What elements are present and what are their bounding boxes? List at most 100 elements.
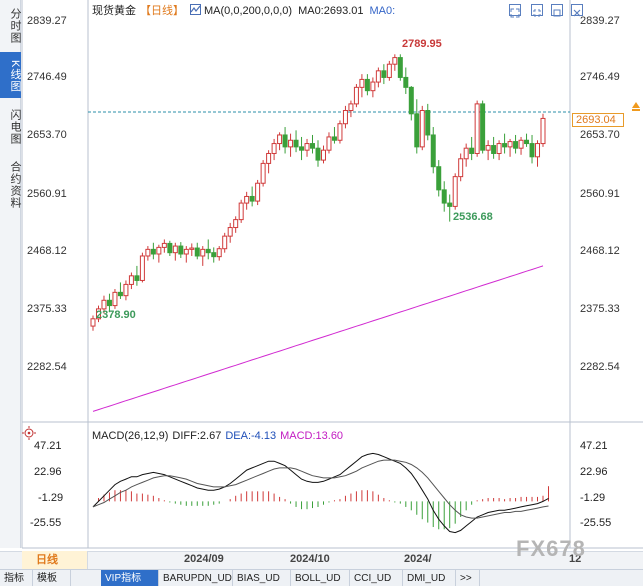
current-price-tag: 2693.04 bbox=[572, 113, 624, 127]
macd-dea: DEA:-4.13 bbox=[225, 430, 277, 442]
tab-cci[interactable]: CCI_UD bbox=[350, 570, 403, 586]
candle-body bbox=[507, 141, 513, 148]
candle-body bbox=[353, 86, 359, 105]
price-tick-left: 2746.49 bbox=[27, 71, 67, 83]
shrink-icon[interactable] bbox=[531, 4, 543, 17]
candle-body bbox=[139, 255, 145, 281]
candle-body bbox=[161, 242, 167, 248]
candle-body bbox=[430, 134, 436, 168]
sidebar-item-kline[interactable]: K线图 bbox=[0, 52, 21, 98]
candle-body bbox=[183, 248, 189, 255]
candle-body bbox=[331, 136, 337, 141]
candle-body bbox=[447, 202, 453, 207]
instrument-name: 现货黄金 bbox=[92, 5, 136, 17]
dea-line bbox=[92, 459, 549, 519]
candle-body bbox=[496, 143, 502, 154]
candle-body bbox=[436, 166, 442, 191]
tab-vip-indicators[interactable]: VIP指标 bbox=[101, 570, 159, 586]
candle-body bbox=[502, 143, 508, 148]
tab-bias[interactable]: BIAS_UD bbox=[233, 570, 291, 586]
price-tick-left: 2560.91 bbox=[27, 188, 67, 200]
candle-body bbox=[524, 139, 530, 145]
price-tick: 2282.54 bbox=[580, 361, 620, 373]
start-annotation: 2378.90 bbox=[96, 309, 136, 321]
candle-body bbox=[255, 182, 261, 202]
candle-body bbox=[156, 246, 162, 255]
macd-tick: -1.29 bbox=[580, 492, 606, 504]
candle-body bbox=[304, 143, 310, 151]
candle-body bbox=[216, 248, 222, 258]
candle-body bbox=[392, 57, 398, 65]
candle-body bbox=[452, 176, 458, 207]
candle-body bbox=[128, 275, 134, 285]
candlestick-series bbox=[90, 54, 546, 331]
macd-tick: 47.21 bbox=[580, 440, 608, 452]
candle-body bbox=[95, 308, 101, 320]
candle-body bbox=[419, 110, 425, 148]
candle-body bbox=[414, 113, 420, 148]
macd-tick-left: 47.21 bbox=[34, 440, 62, 452]
candle-body bbox=[282, 134, 288, 148]
date-tick: 2024/ bbox=[404, 553, 432, 565]
price-tick-left: 2653.70 bbox=[27, 129, 67, 141]
high-annotation: 2789.95 bbox=[402, 38, 442, 50]
candle-body bbox=[320, 149, 326, 161]
dif-line bbox=[92, 452, 549, 534]
price-tick-left: 2282.54 bbox=[27, 361, 67, 373]
candle-body bbox=[227, 227, 233, 237]
candle-body bbox=[266, 152, 272, 164]
tab-indicators[interactable]: 指标 bbox=[0, 570, 33, 586]
ma0-value: MA0:2693.01 bbox=[298, 5, 364, 17]
candle-body bbox=[375, 70, 381, 83]
candle-body bbox=[342, 110, 348, 125]
price-tick: 2468.12 bbox=[580, 245, 620, 257]
candle-body bbox=[189, 247, 195, 250]
close-icon[interactable] bbox=[571, 4, 583, 17]
candle-body bbox=[518, 139, 524, 149]
candle-body bbox=[326, 136, 332, 151]
candle-body bbox=[491, 145, 497, 154]
expand-icon[interactable] bbox=[509, 4, 521, 18]
period-badge[interactable]: 【日线】 bbox=[140, 5, 184, 17]
macd-panel bbox=[92, 452, 549, 534]
candle-body bbox=[145, 248, 151, 257]
macd-settings-icon[interactable] bbox=[22, 426, 36, 440]
tab-more[interactable]: >> bbox=[456, 570, 480, 586]
candle-body bbox=[299, 146, 305, 151]
ma200-path bbox=[92, 265, 544, 412]
restore-icon[interactable] bbox=[551, 4, 563, 17]
candle-body bbox=[364, 78, 370, 92]
price-tick: 2560.91 bbox=[580, 188, 620, 200]
candle-body bbox=[469, 147, 475, 154]
candle-body bbox=[425, 110, 431, 136]
price-tick: 2746.49 bbox=[580, 71, 620, 83]
sidebar-item-contract-info[interactable]: 合约资料 bbox=[9, 160, 21, 209]
tab-boll[interactable]: BOLL_UD bbox=[291, 570, 350, 586]
tab-barupdn[interactable]: BARUPDN_UD bbox=[159, 570, 233, 586]
candle-body bbox=[205, 248, 211, 254]
candle-body bbox=[117, 291, 123, 297]
price-tick: 2839.27 bbox=[580, 15, 620, 27]
period-selector[interactable]: 日线 bbox=[22, 551, 88, 569]
tab-templates[interactable]: 模板 bbox=[33, 570, 71, 586]
candle-body bbox=[480, 103, 486, 151]
price-tick-left: 2375.33 bbox=[27, 303, 67, 315]
tab-dmi[interactable]: DMI_UD bbox=[403, 570, 456, 586]
candle-body bbox=[260, 162, 266, 184]
candle-body bbox=[277, 134, 283, 145]
candle-body bbox=[150, 248, 156, 255]
candle-body bbox=[106, 299, 112, 307]
candle-body bbox=[172, 245, 178, 254]
macd-tick-left: -25.55 bbox=[30, 517, 62, 529]
candle-body bbox=[200, 248, 206, 257]
low-annotation: 2536.68 bbox=[453, 211, 493, 223]
candle-body bbox=[271, 143, 277, 154]
sidebar-item-timeshare[interactable]: 分时图 bbox=[9, 7, 21, 44]
macd-value: MACD:13.60 bbox=[280, 430, 344, 442]
candle-body bbox=[370, 81, 376, 92]
macd-tick-left: 22.96 bbox=[34, 466, 62, 478]
indicator-settings-icon[interactable] bbox=[190, 4, 201, 15]
arrow-base-icon bbox=[632, 109, 640, 111]
sidebar-item-lightning[interactable]: 闪电图 bbox=[9, 108, 21, 145]
